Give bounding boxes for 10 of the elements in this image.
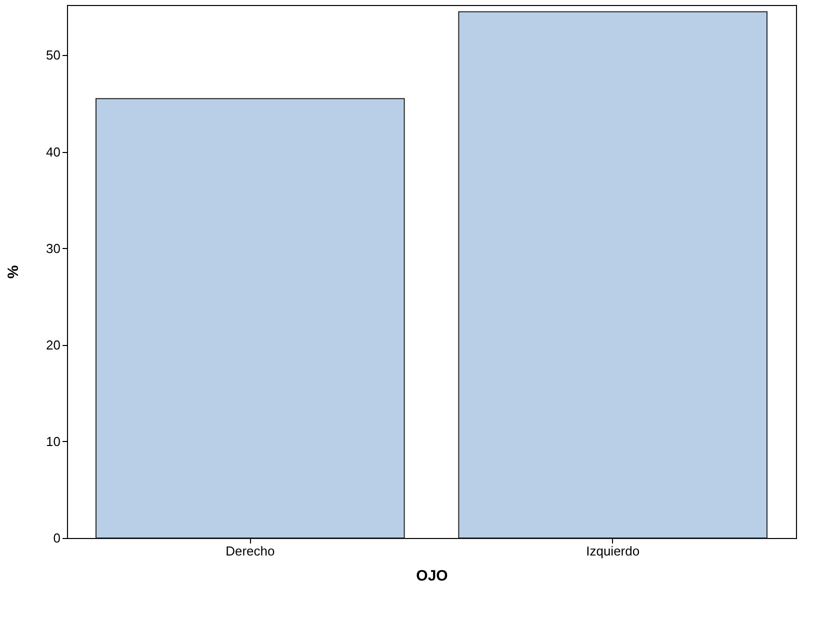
y-tick-label: 50	[46, 48, 60, 63]
y-tick-label: 0	[53, 530, 60, 546]
y-tick-label: 30	[46, 240, 60, 256]
y-tick-label: 10	[46, 434, 60, 449]
y-tick-label: 40	[46, 144, 60, 160]
x-axis-title: OJO	[416, 568, 448, 584]
x-tick-label: Izquierdo	[586, 544, 640, 558]
y-tick-label: 20	[46, 337, 60, 352]
x-tick-label: Derecho	[226, 544, 275, 558]
y-axis-title: %	[5, 265, 22, 279]
